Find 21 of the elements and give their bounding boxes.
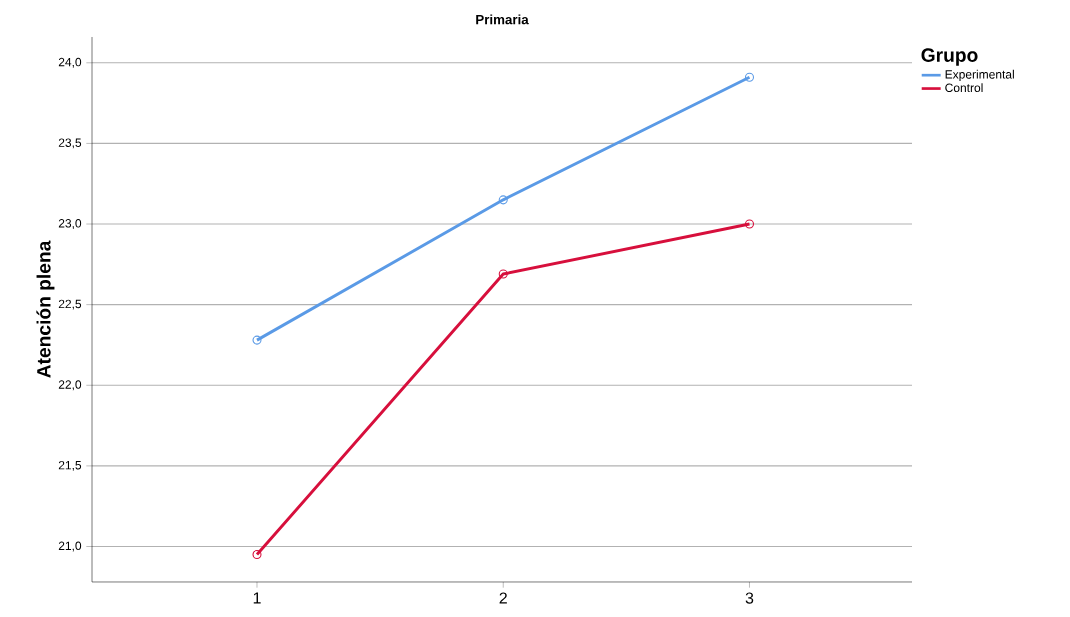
x-tick-label: 3: [745, 592, 754, 604]
x-tick-label: 1: [253, 592, 261, 604]
point: [498, 195, 508, 205]
x-tick-label: 2: [499, 592, 507, 604]
y-tick-label: 21,0: [58, 541, 82, 552]
point: [744, 219, 755, 229]
chart-title: Primaria: [476, 14, 529, 25]
y-tick-label: 21,5: [58, 460, 82, 471]
y-tick-label: 22,5: [58, 299, 82, 310]
point: [252, 550, 262, 560]
legend-label: Control: [945, 83, 983, 93]
point: [744, 72, 755, 82]
point: [498, 269, 508, 279]
point: [252, 335, 262, 345]
y-axis-title: Atención plena: [36, 240, 55, 378]
legend-title: Grupo: [921, 48, 978, 66]
y-tick-label: 23,5: [58, 138, 82, 149]
y-tick-label: 24,0: [58, 57, 82, 68]
y-tick-label: 23,0: [58, 219, 82, 229]
y-tick-label: 22,0: [58, 380, 82, 391]
legend-label: Experimental: [945, 69, 1014, 82]
